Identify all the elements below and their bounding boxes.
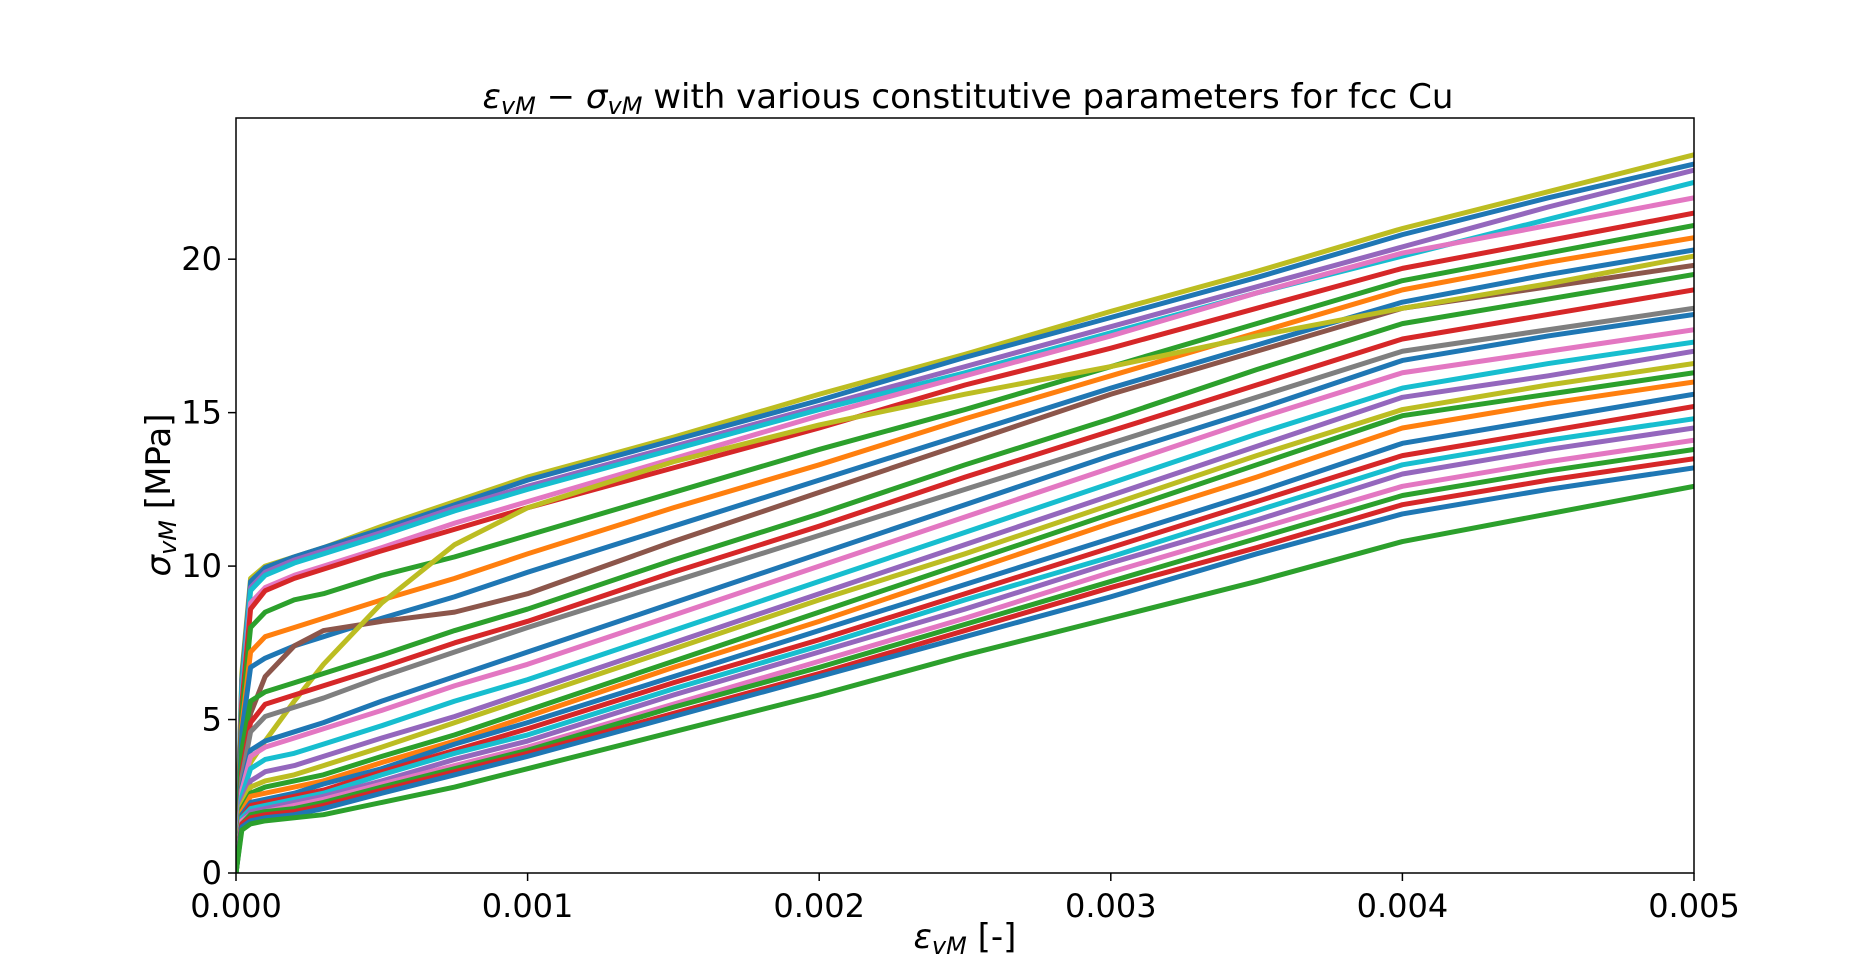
y-tick-label: 0 [202, 854, 222, 892]
series-line-13 [236, 287, 1694, 873]
y-tick-label: 10 [181, 547, 222, 585]
series-line-30 [236, 483, 1694, 873]
series-line-10 [236, 262, 1694, 873]
y-tick-label: 20 [181, 240, 222, 278]
series-line-17 [236, 339, 1694, 873]
series-line-7 [236, 222, 1694, 873]
series-line-19 [236, 361, 1694, 873]
y-axis: 0 5 10 15 20 [181, 240, 236, 892]
x-tick-label: 0.003 [1065, 887, 1157, 925]
series-line-12 [236, 272, 1694, 873]
series-line-14 [236, 305, 1694, 873]
series-line-25 [236, 425, 1694, 873]
x-axis: 0.000 0.001 0.002 0.003 0.004 0.005 [190, 873, 1740, 925]
series-line-5 [236, 195, 1694, 873]
series-line-24 [236, 416, 1694, 873]
series-line-15 [236, 311, 1694, 873]
series-line-16 [236, 327, 1694, 873]
x-tick-label: 0.000 [190, 887, 282, 925]
series-line-29 [236, 465, 1694, 873]
chart-title: εvM − σvM with various constitutive para… [483, 77, 1454, 120]
axes-frame [235, 117, 1695, 874]
series-line-27 [236, 446, 1694, 873]
x-axis-label: εvM [-] [914, 917, 1017, 960]
x-tick-label: 0.002 [773, 887, 865, 925]
series-line-28 [236, 456, 1694, 873]
x-tick-label: 0.005 [1648, 887, 1740, 925]
series-layer [236, 152, 1694, 873]
series-line-2 [236, 161, 1694, 873]
y-tick-label: 5 [202, 701, 222, 739]
series-line-8 [236, 235, 1694, 873]
x-tick-label: 0.004 [1357, 887, 1449, 925]
series-line-22 [236, 391, 1694, 873]
y-tick-label: 15 [181, 394, 222, 432]
x-tick-label: 0.001 [482, 887, 574, 925]
series-line-9 [236, 247, 1694, 873]
series-line-18 [236, 348, 1694, 873]
series-line-20 [236, 370, 1694, 873]
y-axis-label: σvM [MPa] [139, 414, 182, 577]
series-line-23 [236, 404, 1694, 873]
series-line-21 [236, 379, 1694, 873]
